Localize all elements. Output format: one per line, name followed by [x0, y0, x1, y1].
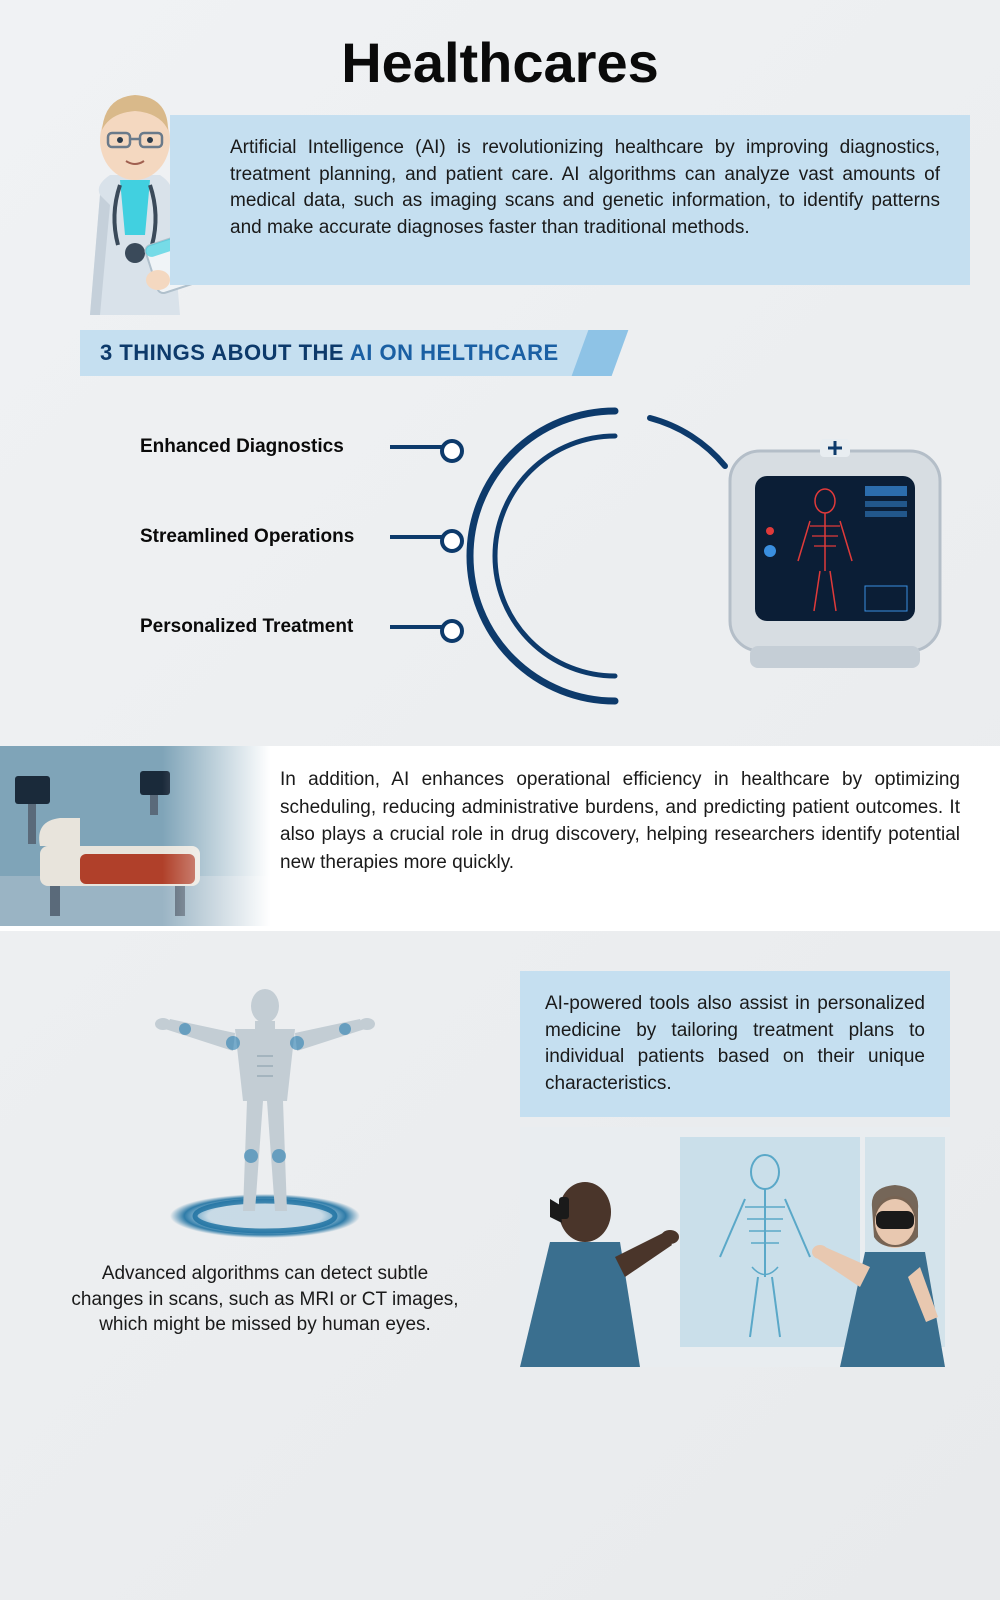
bottom-left-caption: Advanced algorithms can detect subtle ch…: [50, 1251, 480, 1338]
connector-line: [390, 445, 450, 449]
mid-band: In addition, AI enhances operational eff…: [0, 746, 1000, 931]
item-label: Enhanced Diagnostics: [140, 436, 390, 458]
intro-band: Artificial Intelligence (AI) is revoluti…: [170, 115, 970, 285]
item-row-diagnostics: Enhanced Diagnostics: [140, 436, 450, 458]
item-label: Streamlined Operations: [140, 526, 390, 548]
bottom-right-box: AI-powered tools also assist in personal…: [520, 971, 950, 1117]
medical-device-illustration: [710, 431, 960, 681]
bottom-left-column: Advanced algorithms can detect subtle ch…: [50, 971, 480, 1367]
human-body-illustration: [50, 971, 480, 1251]
subtitle-part1: 3 THINGS ABOUT THE: [100, 340, 344, 365]
subtitle-part2: AI ON HELTHCARE: [350, 340, 559, 365]
item-label: Personalized Treatment: [140, 616, 390, 638]
bottom-grid: Advanced algorithms can detect subtle ch…: [0, 971, 1000, 1367]
three-items-section: Enhanced Diagnostics Streamlined Operati…: [0, 426, 1000, 706]
item-row-treatment: Personalized Treatment: [140, 616, 450, 638]
connector-line: [390, 625, 450, 629]
connector-line: [390, 535, 450, 539]
intro-text: Artificial Intelligence (AI) is revoluti…: [230, 135, 940, 241]
vr-doctors-illustration: [520, 1127, 950, 1367]
hospital-room-illustration: [0, 746, 270, 931]
subtitle-banner: 3 THINGS ABOUT THE AI ON HELTHCARE: [80, 330, 600, 376]
bottom-right-column: AI-powered tools also assist in personal…: [520, 971, 950, 1367]
mid-text: In addition, AI enhances operational eff…: [270, 746, 1000, 931]
item-row-operations: Streamlined Operations: [140, 526, 450, 548]
